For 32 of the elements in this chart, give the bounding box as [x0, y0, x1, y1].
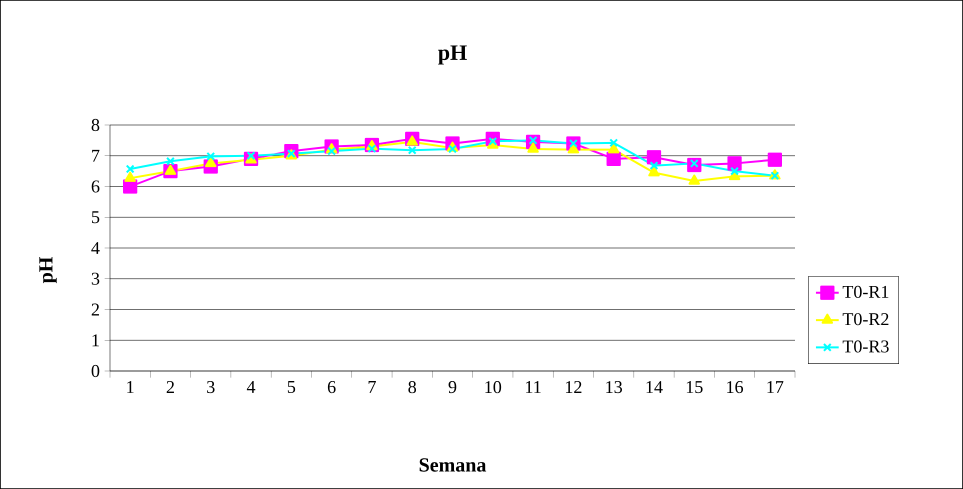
y-tick-label: 2: [92, 304, 99, 316]
x-tick-label: 1: [127, 381, 134, 393]
x-tick-label: 9: [448, 381, 456, 394]
x-tick-label: 17: [767, 381, 784, 393]
y-tick-label: 3: [92, 272, 100, 285]
x-tick-label: 7: [368, 381, 376, 393]
y-tick-label: 4: [91, 242, 100, 254]
y-tick-label: 0: [92, 364, 100, 378]
legend-label: T0-R3: [842, 340, 889, 353]
x-tick-label: 12: [566, 381, 582, 393]
x-tick-label: 15: [686, 381, 703, 394]
x-tick-label: 3: [207, 381, 215, 394]
x-tick-label: 8: [408, 381, 416, 394]
legend-label: T0-R1: [842, 286, 888, 298]
x-tick-label: 16: [727, 381, 744, 394]
chart-title: pH: [438, 45, 467, 65]
x-axis-title: Semana: [420, 458, 486, 472]
x-tick-label: 14: [646, 381, 663, 393]
x-tick-label: 11: [526, 381, 541, 393]
x-tick-label: 10: [485, 381, 502, 394]
x-tick-label: 2: [166, 381, 174, 393]
x-tick-label: 6: [328, 381, 336, 394]
y-tick-label: 5: [92, 211, 100, 224]
y-axis-title: pH: [39, 256, 57, 284]
x-tick-label: 13: [606, 381, 622, 394]
y-tick-label: 1: [92, 334, 99, 346]
x-tick-label: 5: [288, 381, 296, 393]
x-tick-label: 4: [246, 381, 256, 393]
y-tick-label: 8: [92, 118, 100, 132]
y-tick-label: 7: [92, 150, 100, 162]
y-tick-label: 6: [92, 180, 100, 193]
legend-label: T0-R2: [842, 313, 888, 326]
